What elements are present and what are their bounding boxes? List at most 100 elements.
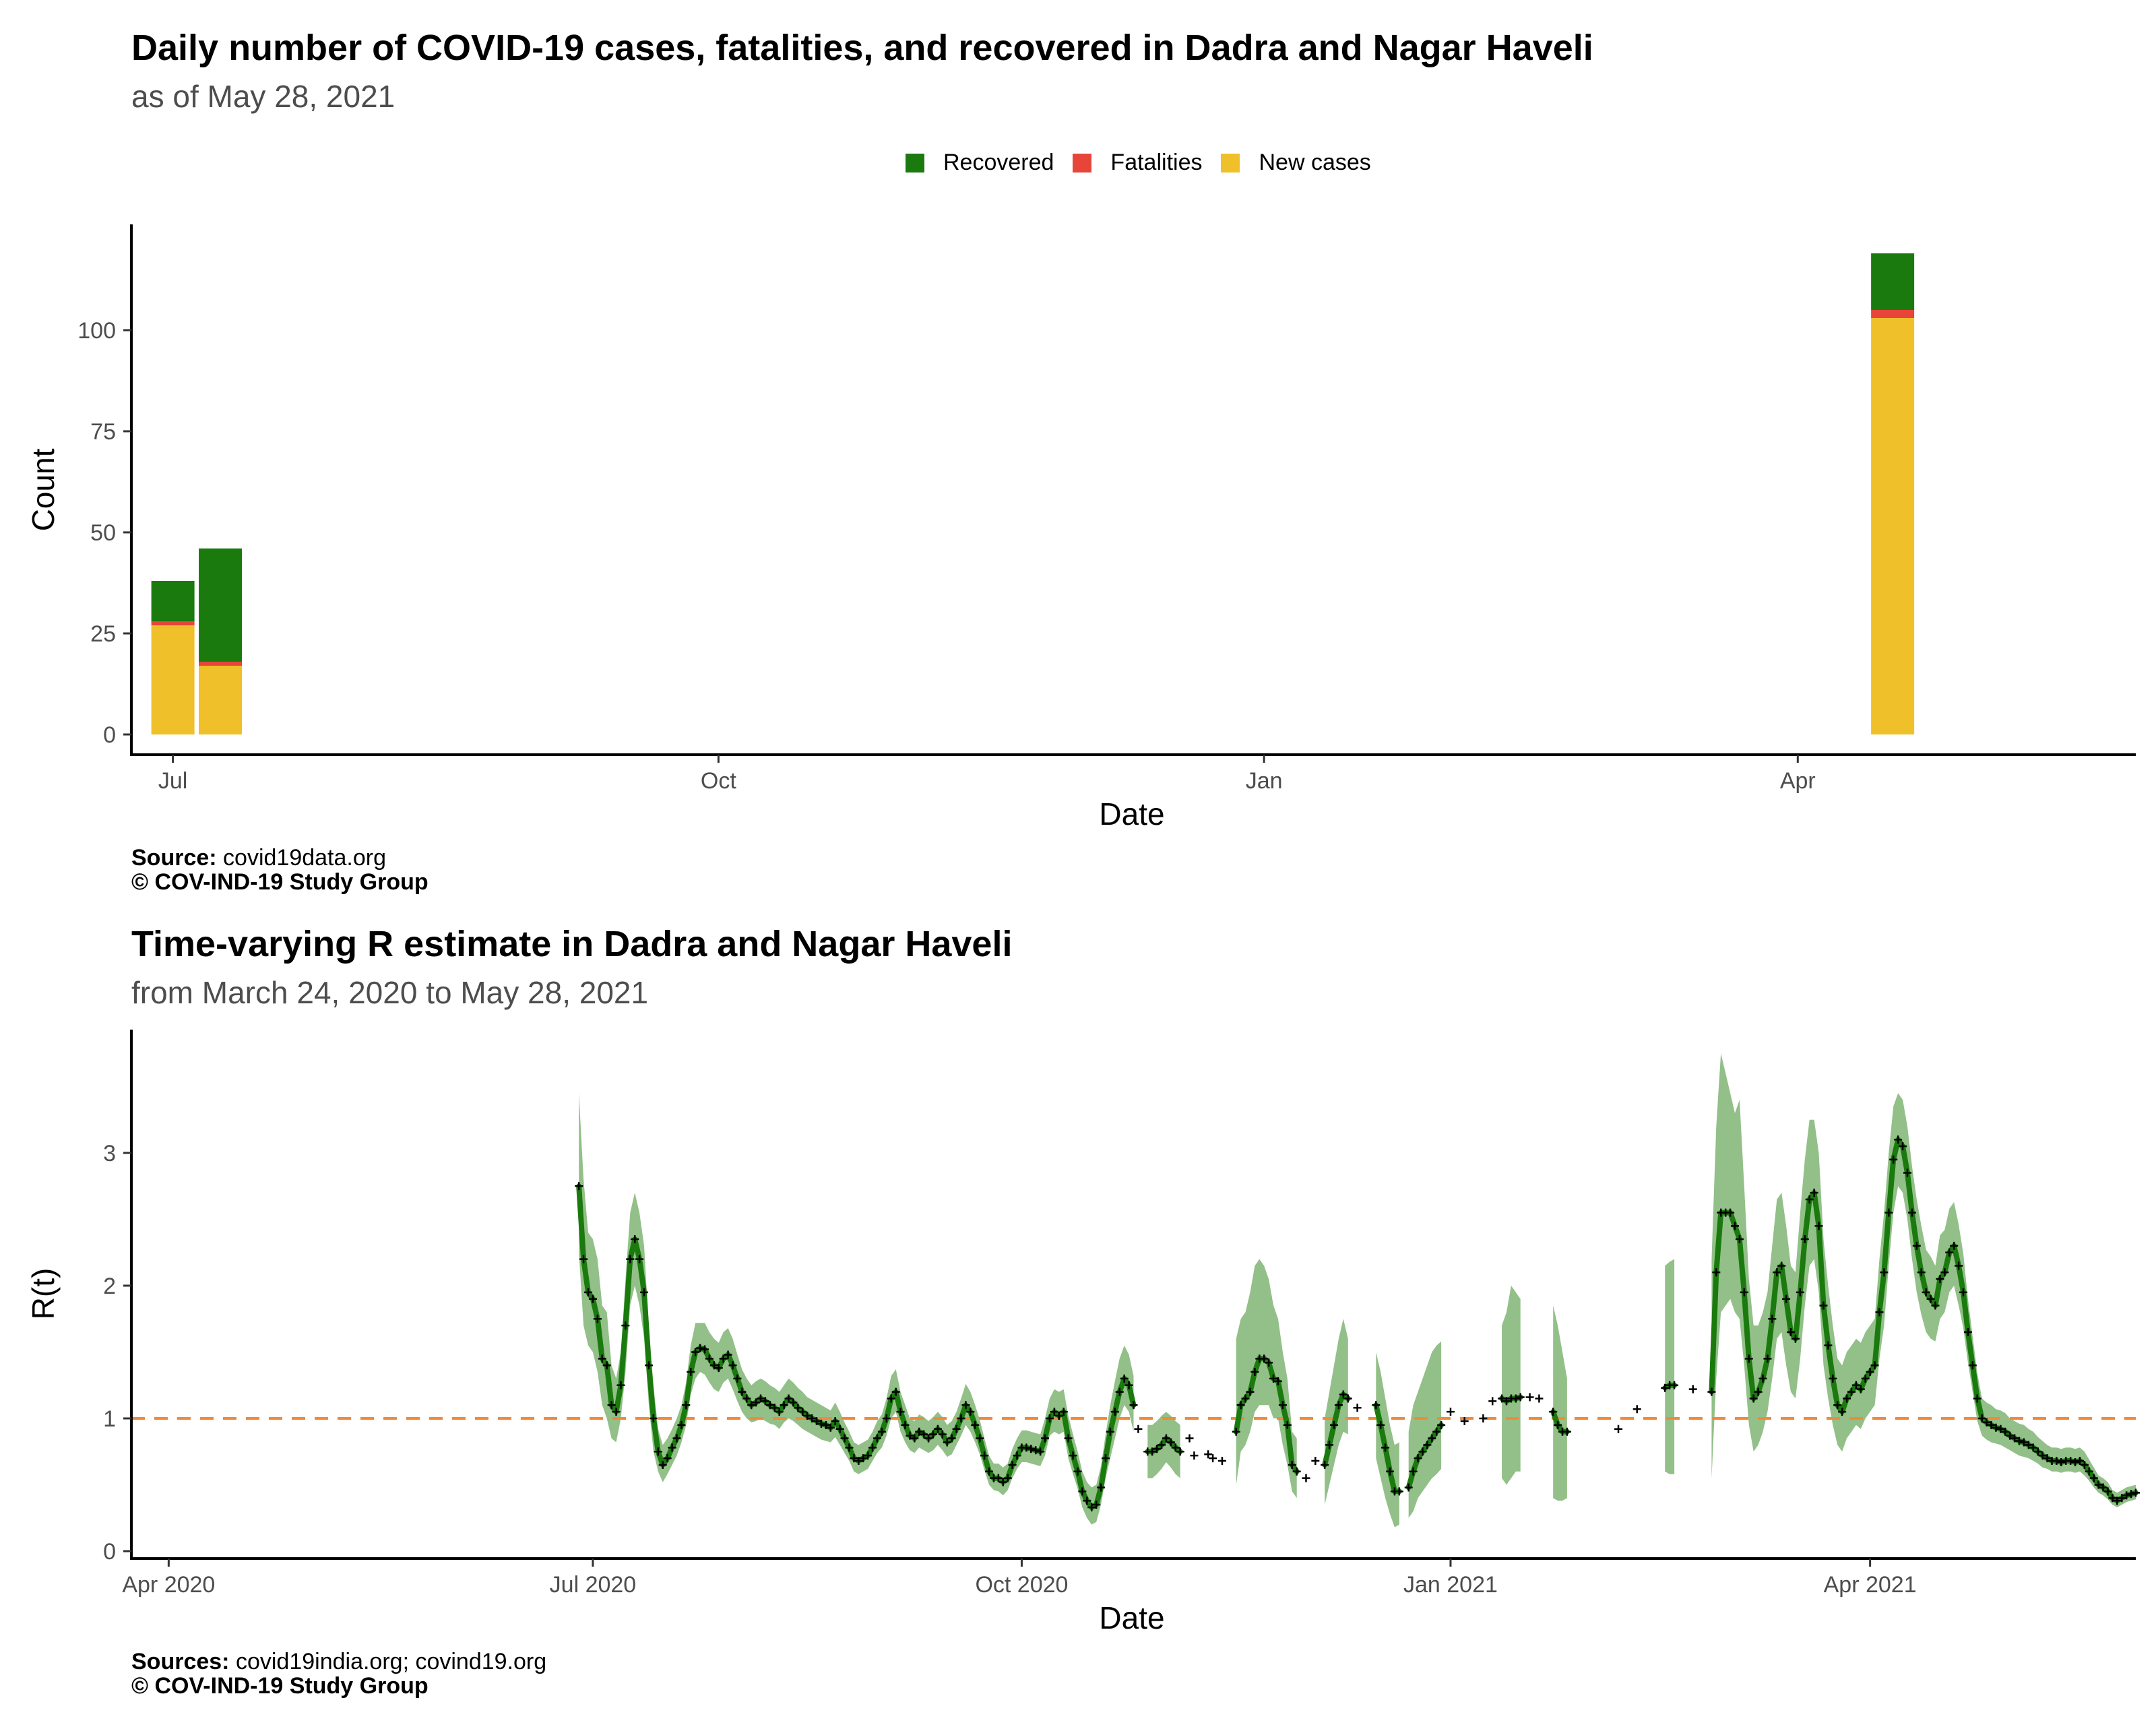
r-point-2020-09-04 xyxy=(891,1387,900,1396)
r-point-2020-12-16 xyxy=(1372,1401,1381,1410)
r-point-2020-07-15 xyxy=(654,1447,662,1456)
r-point-2021-02-26 xyxy=(1707,1387,1716,1396)
r-point-2020-10-04 xyxy=(1032,1446,1040,1455)
r-point-2020-10-12 xyxy=(1069,1451,1077,1460)
r-point-2021-03-14 xyxy=(1782,1294,1791,1303)
r-point-2020-09-06 xyxy=(901,1420,910,1429)
r-point-2020-06-28 xyxy=(575,1182,583,1191)
r-point-2020-07-01 xyxy=(588,1294,597,1303)
bottom-x-tick-label-Oct-2020: Oct 2020 xyxy=(975,1572,1068,1598)
r-point-2021-03-10 xyxy=(1763,1354,1772,1363)
r-point-2020-08-05 xyxy=(752,1398,761,1407)
r-point-2021-02-22 xyxy=(1688,1385,1697,1393)
r-point-2021-05-06 xyxy=(2029,1443,2037,1452)
bottom-x-tick-label-Jul-2020: Jul 2020 xyxy=(550,1572,637,1598)
r-point-2020-07-16 xyxy=(658,1460,667,1469)
r-point-2021-03-07 xyxy=(1749,1394,1758,1403)
r-point-2021-04-23 xyxy=(1968,1361,1977,1370)
r-point-2020-08-30 xyxy=(868,1443,877,1452)
r-point-2020-10-20 xyxy=(1106,1427,1114,1436)
r-point-2020-10-10 xyxy=(1059,1408,1068,1416)
r-point-2020-10-18 xyxy=(1097,1483,1106,1492)
r-point-2020-07-09 xyxy=(626,1255,635,1263)
r-confidence-band-3 xyxy=(1236,1259,1297,1499)
r-point-2020-12-03 xyxy=(1311,1457,1320,1466)
r-point-2020-09-21 xyxy=(971,1420,980,1429)
r-point-2021-01-23 xyxy=(1549,1408,1558,1416)
top-y-tick-label-75: 75 xyxy=(90,419,116,445)
r-point-2020-09-10 xyxy=(920,1430,928,1439)
r-point-2020-11-02 xyxy=(1166,1438,1175,1447)
r-point-2020-08-07 xyxy=(761,1397,769,1406)
r-point-2020-07-21 xyxy=(682,1401,691,1410)
bottom-source-value: covid19india.org; covind19.org xyxy=(235,1649,547,1674)
r-point-2020-09-11 xyxy=(924,1434,933,1443)
r-point-2020-11-10 xyxy=(1204,1450,1213,1459)
r-point-2020-12-23 xyxy=(1404,1483,1413,1492)
r-point-2020-07-12 xyxy=(640,1288,649,1296)
r-point-2021-01-04 xyxy=(1460,1416,1469,1425)
r-point-2020-11-11 xyxy=(1209,1454,1217,1463)
r-point-2021-03-02 xyxy=(1726,1208,1735,1217)
r-point-2020-07-22 xyxy=(687,1368,695,1377)
r-point-2021-05-26 xyxy=(2122,1491,2131,1500)
r-point-2021-05-05 xyxy=(2024,1441,2033,1449)
r-point-2020-11-01 xyxy=(1162,1434,1170,1443)
legend-key-recovered xyxy=(906,153,924,172)
r-point-2020-09-14 xyxy=(938,1430,947,1439)
r-point-2020-09-19 xyxy=(961,1401,970,1410)
r-point-2021-03-09 xyxy=(1758,1374,1767,1383)
r-point-2020-09-12 xyxy=(929,1430,937,1439)
top-x-tick-label-Apr: Apr xyxy=(1780,768,1816,794)
r-point-2021-05-27 xyxy=(2127,1490,2136,1499)
r-point-2021-01-16 xyxy=(1516,1393,1525,1402)
r-point-2020-09-29 xyxy=(1008,1460,1017,1469)
r-point-2021-05-20 xyxy=(2094,1480,2103,1489)
r-point-2020-08-13 xyxy=(789,1398,798,1407)
r-point-2020-11-29 xyxy=(1292,1467,1301,1476)
top-chart-legend: Recovered Fatalities New cases xyxy=(906,150,1390,176)
bar-new-cases-2021-04-17 xyxy=(1871,318,1915,734)
r-point-2021-05-23 xyxy=(2108,1494,2117,1503)
r-point-2020-10-11 xyxy=(1064,1434,1073,1443)
r-point-2020-11-06 xyxy=(1185,1434,1194,1443)
r-point-2021-03-26 xyxy=(1838,1408,1847,1416)
r-point-2020-12-30 xyxy=(1437,1420,1446,1429)
r-point-2021-03-15 xyxy=(1787,1327,1796,1336)
r-point-2020-10-07 xyxy=(1045,1414,1054,1422)
r-point-2020-09-30 xyxy=(1013,1451,1021,1460)
r-point-2020-09-26 xyxy=(994,1474,1003,1482)
r-estimate-line-1 xyxy=(576,1183,1137,1510)
legend-item-new-cases: New cases xyxy=(1221,150,1371,176)
r-point-2021-01-20 xyxy=(1535,1394,1544,1403)
r-point-2020-07-04 xyxy=(602,1361,611,1370)
r-point-2020-07-07 xyxy=(616,1381,625,1389)
r-point-2021-03-29 xyxy=(1851,1381,1860,1389)
r-point-2020-12-10 xyxy=(1343,1394,1352,1403)
r-point-2021-04-14 xyxy=(1926,1294,1935,1303)
r-point-2021-02-27 xyxy=(1712,1268,1721,1277)
r-point-2020-07-11 xyxy=(635,1255,644,1263)
top-x-tick-label-Oct: Oct xyxy=(701,768,736,794)
r-point-2020-08-19 xyxy=(817,1419,825,1428)
r-point-2020-10-09 xyxy=(1054,1412,1063,1420)
top-x-axis-label: Date xyxy=(1099,796,1164,832)
r-point-2021-02-10 xyxy=(1632,1405,1641,1414)
r-confidence-band-9 xyxy=(1665,1259,1675,1474)
r-point-2020-12-28 xyxy=(1428,1434,1436,1443)
r-point-2020-12-25 xyxy=(1414,1454,1422,1463)
r-point-2021-01-01 xyxy=(1446,1408,1455,1416)
bar-fatalities-2021-04-17 xyxy=(1871,310,1915,318)
bar-recovered-2020-07-01 xyxy=(151,581,195,621)
r-point-2020-07-13 xyxy=(644,1361,653,1370)
r-confidence-band-5 xyxy=(1376,1352,1399,1528)
r-point-2020-11-13 xyxy=(1217,1457,1226,1466)
r-point-2021-05-24 xyxy=(2113,1497,2122,1505)
r-point-2021-03-22 xyxy=(1819,1301,1828,1310)
r-point-2020-09-03 xyxy=(887,1394,895,1403)
r-point-2020-11-26 xyxy=(1278,1401,1287,1410)
r-confidence-band-6 xyxy=(1408,1341,1442,1518)
r-point-2020-09-02 xyxy=(882,1414,891,1422)
r-point-2020-09-01 xyxy=(877,1427,886,1436)
r-point-2020-07-28 xyxy=(714,1364,723,1373)
